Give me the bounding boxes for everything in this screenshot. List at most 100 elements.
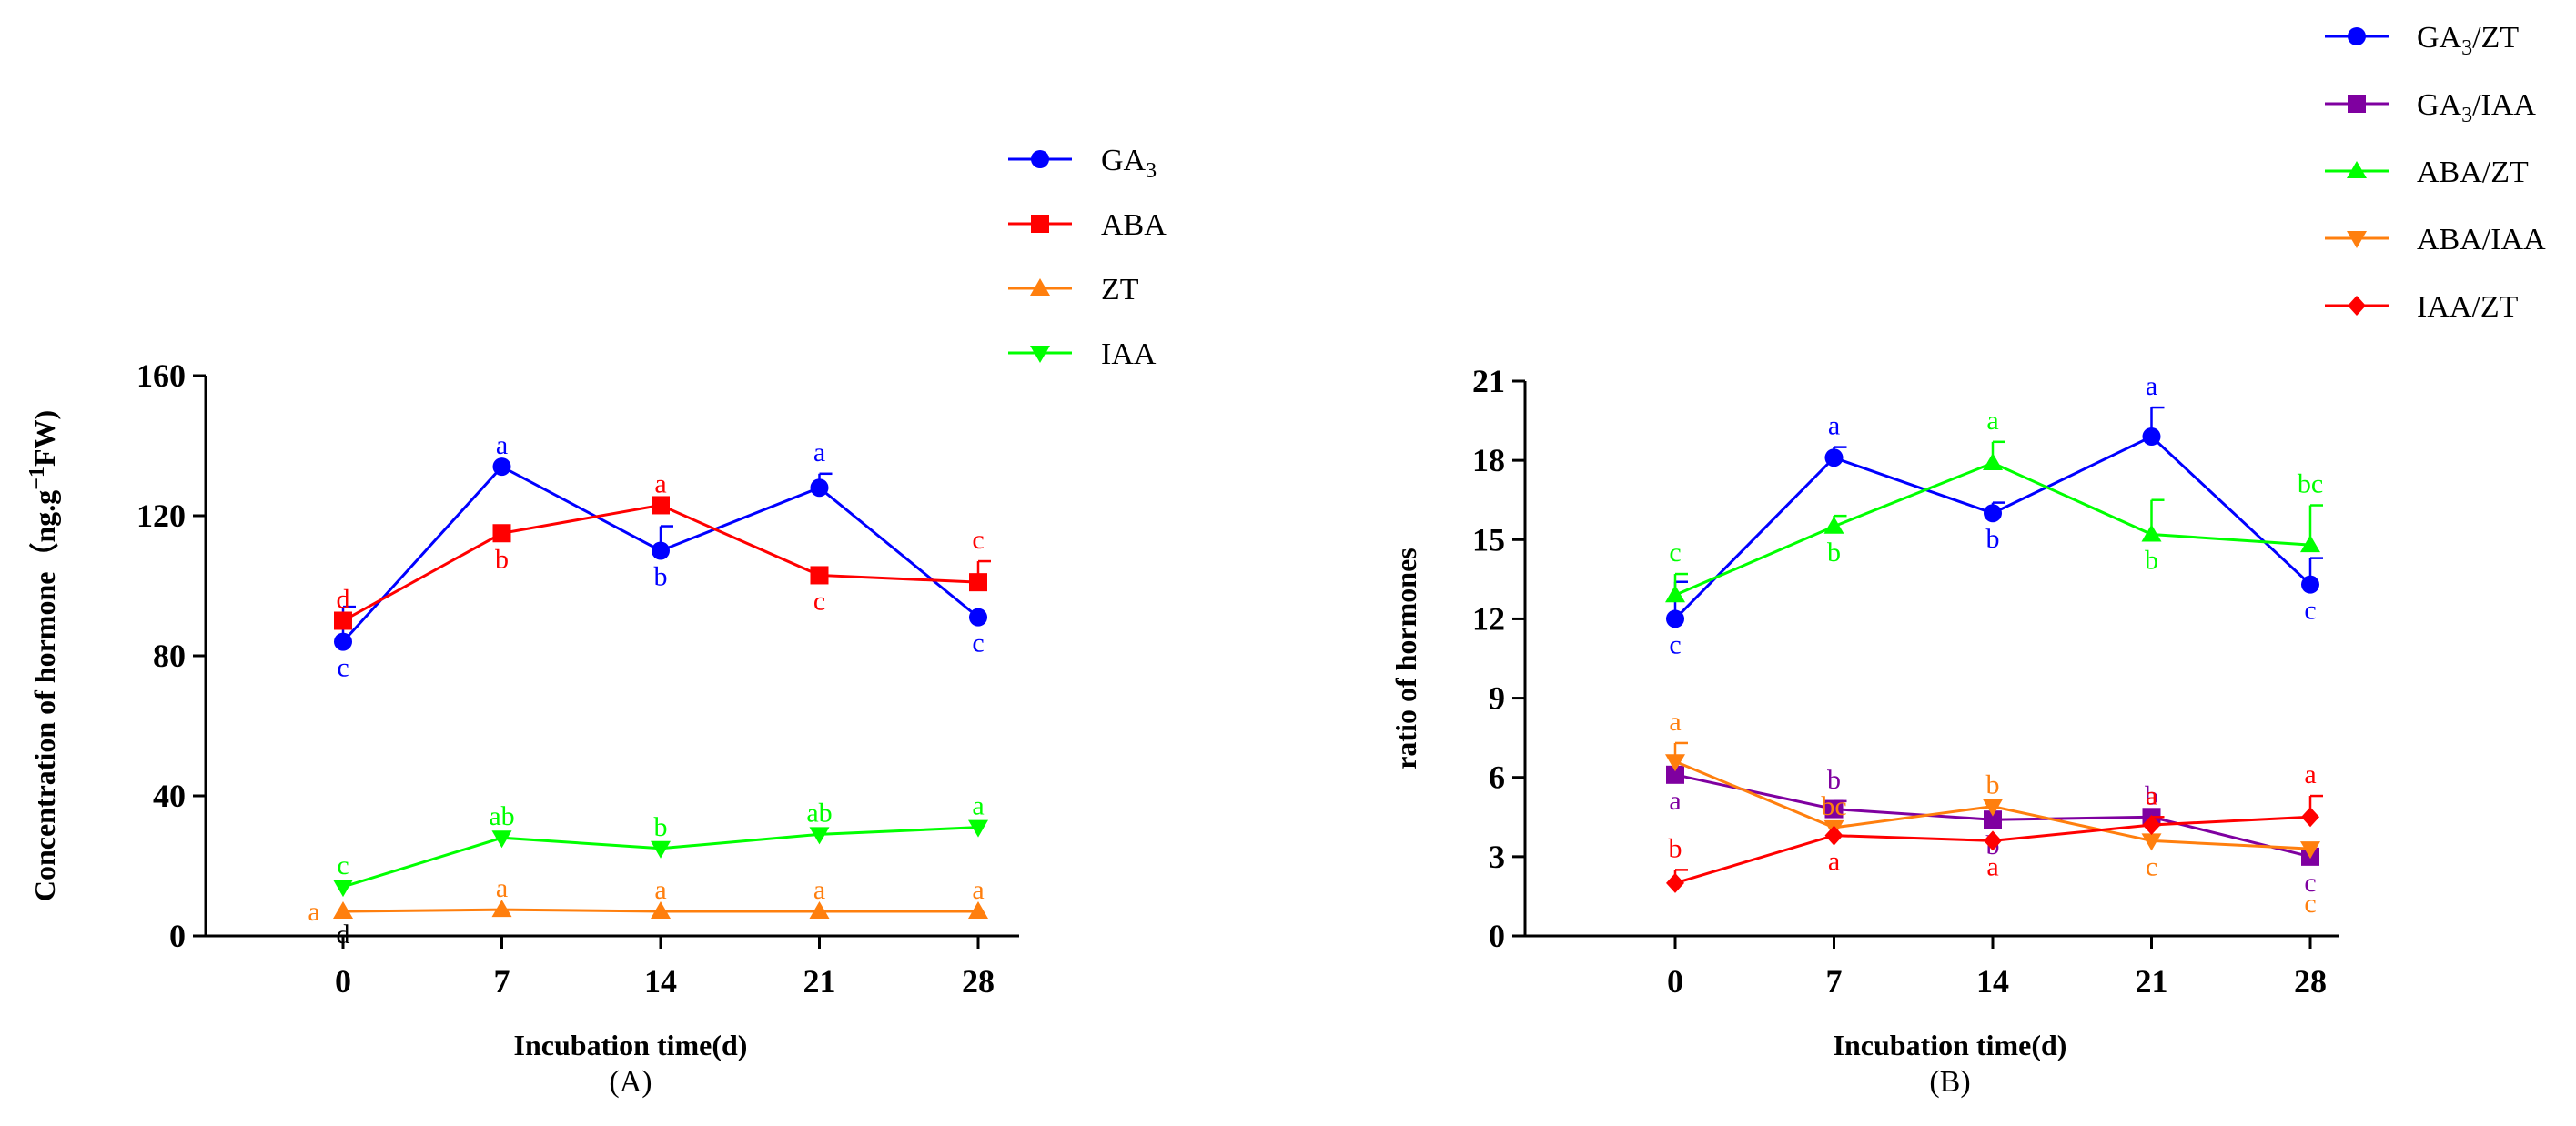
significance-letter: a bbox=[813, 437, 825, 467]
data-point bbox=[2141, 524, 2162, 542]
significance-letter: a bbox=[654, 468, 666, 498]
legend-marker bbox=[2348, 95, 2366, 113]
data-point bbox=[810, 566, 829, 585]
legend-marker bbox=[2347, 231, 2367, 248]
x-tick-label: 21 bbox=[2136, 963, 2168, 1000]
data-point bbox=[652, 496, 670, 515]
y-axis-label: ratio of hormones bbox=[1389, 548, 1422, 769]
data-point bbox=[1665, 585, 1685, 603]
legend-entry-ga-zt3: GA3/ZT bbox=[2325, 21, 2519, 60]
data-point bbox=[1984, 504, 2002, 523]
significance-letter: b bbox=[1986, 770, 2000, 800]
legend-entry-aba: ABA bbox=[1008, 208, 1167, 242]
significance-letter: a bbox=[972, 875, 984, 905]
significance-letter: b bbox=[1827, 538, 1841, 568]
x-tick-label: 14 bbox=[1976, 963, 2009, 1000]
significance-letter: a bbox=[2146, 780, 2157, 810]
significance-letter: bc bbox=[2298, 469, 2323, 499]
data-point bbox=[651, 840, 671, 859]
data-point bbox=[2141, 833, 2162, 851]
data-point bbox=[1984, 810, 2002, 829]
data-point bbox=[969, 573, 987, 592]
significance-letter: a bbox=[972, 791, 984, 821]
y-tick-label: 120 bbox=[136, 498, 186, 534]
y-tick-label: 18 bbox=[1472, 442, 1505, 478]
legend-marker bbox=[2348, 296, 2366, 316]
data-point bbox=[1666, 765, 1684, 784]
significance-letter: a bbox=[2146, 371, 2157, 401]
legend-label: ABA bbox=[1101, 208, 1167, 242]
legend-label: GA3/IAA bbox=[2417, 88, 2536, 127]
data-point bbox=[1823, 516, 1844, 534]
data-point bbox=[969, 608, 987, 627]
data-point bbox=[1824, 448, 1844, 467]
legend-marker bbox=[2347, 161, 2367, 178]
legend-label: ABA/IAA bbox=[2417, 223, 2546, 256]
significance-letter: a bbox=[654, 875, 666, 905]
data-point bbox=[651, 901, 671, 920]
y-axis-label: Concentration of hormone（ng.g−1FW) bbox=[25, 410, 61, 901]
data-point bbox=[492, 457, 511, 477]
significance-letter: c bbox=[2304, 868, 2316, 898]
data-point bbox=[1666, 872, 1684, 893]
data-point bbox=[810, 478, 829, 498]
data-point bbox=[1666, 609, 1684, 628]
y-tick-label: 15 bbox=[1472, 521, 1505, 558]
data-point bbox=[2300, 841, 2320, 860]
data-point bbox=[2142, 815, 2161, 835]
y-tick-label: 12 bbox=[1472, 600, 1505, 637]
x-tick-label: 0 bbox=[335, 963, 351, 1000]
significance-letter: a bbox=[496, 873, 508, 903]
legend-marker bbox=[1030, 346, 1050, 363]
panel-label: (A) bbox=[609, 1065, 652, 1099]
legend-entry-ga3: GA3 bbox=[1008, 144, 1157, 183]
legend-entry-aba-zt: ABA/ZT bbox=[2325, 156, 2529, 189]
data-point bbox=[334, 632, 352, 651]
y-tick-label: 3 bbox=[1489, 839, 1505, 875]
y-tick-label: 0 bbox=[169, 918, 186, 954]
legend-entry-iaa: IAA bbox=[1008, 337, 1157, 371]
significance-letter: c bbox=[813, 586, 825, 616]
significance-letter: a bbox=[2304, 759, 2316, 789]
significance-letter: bc bbox=[1821, 791, 1846, 821]
significance-letter: b bbox=[654, 812, 668, 842]
significance-letter: c bbox=[337, 850, 349, 880]
significance-letter: a bbox=[1669, 707, 1681, 737]
y-tick-label: 40 bbox=[153, 778, 186, 814]
data-point bbox=[2142, 427, 2161, 446]
series-zt: aa a a a bbox=[308, 873, 988, 927]
x-axis-label: Incubation time(d) bbox=[514, 1029, 748, 1061]
legend-entry-zt: ZT bbox=[1008, 273, 1139, 307]
data-point bbox=[491, 900, 512, 918]
data-point bbox=[2301, 807, 2319, 828]
legend-marker bbox=[1031, 150, 1049, 168]
significance-letter: a bbox=[1986, 851, 1998, 881]
data-point bbox=[968, 901, 988, 920]
significance-letter: ab bbox=[806, 798, 832, 828]
legend-label: IAA/ZT bbox=[2417, 290, 2519, 324]
significance-letter: a bbox=[1828, 411, 1840, 441]
significance-letter: a bbox=[1669, 786, 1681, 816]
legend-entry-iaa-zt: IAA/ZT bbox=[2325, 290, 2519, 324]
legend: GA3/ZT GA3/IAA ABA/ZT ABA/IAA IAA/ZT bbox=[2325, 21, 2546, 324]
legend-entry-aba-iaa: ABA/IAA bbox=[2325, 223, 2546, 256]
data-point bbox=[333, 880, 353, 898]
panel-label: (B) bbox=[1929, 1065, 1970, 1099]
legend-label: GA3/ZT bbox=[2417, 21, 2519, 60]
significance-letter: c bbox=[2304, 889, 2316, 919]
x-tick-label: 28 bbox=[962, 963, 995, 1000]
y-tick-label: 6 bbox=[1489, 759, 1505, 796]
data-point bbox=[492, 524, 511, 543]
significance-letter: a bbox=[1986, 406, 1998, 436]
data-point bbox=[2301, 575, 2319, 594]
significance-letter: b bbox=[654, 562, 668, 592]
y-tick-label: 160 bbox=[136, 357, 186, 394]
data-point bbox=[809, 827, 830, 845]
series-iaa-zt: b a a a a bbox=[1666, 759, 2323, 893]
data-point bbox=[491, 830, 512, 849]
data-point bbox=[2300, 535, 2320, 553]
data-point bbox=[1824, 825, 1844, 846]
significance-letter: c bbox=[972, 525, 984, 555]
